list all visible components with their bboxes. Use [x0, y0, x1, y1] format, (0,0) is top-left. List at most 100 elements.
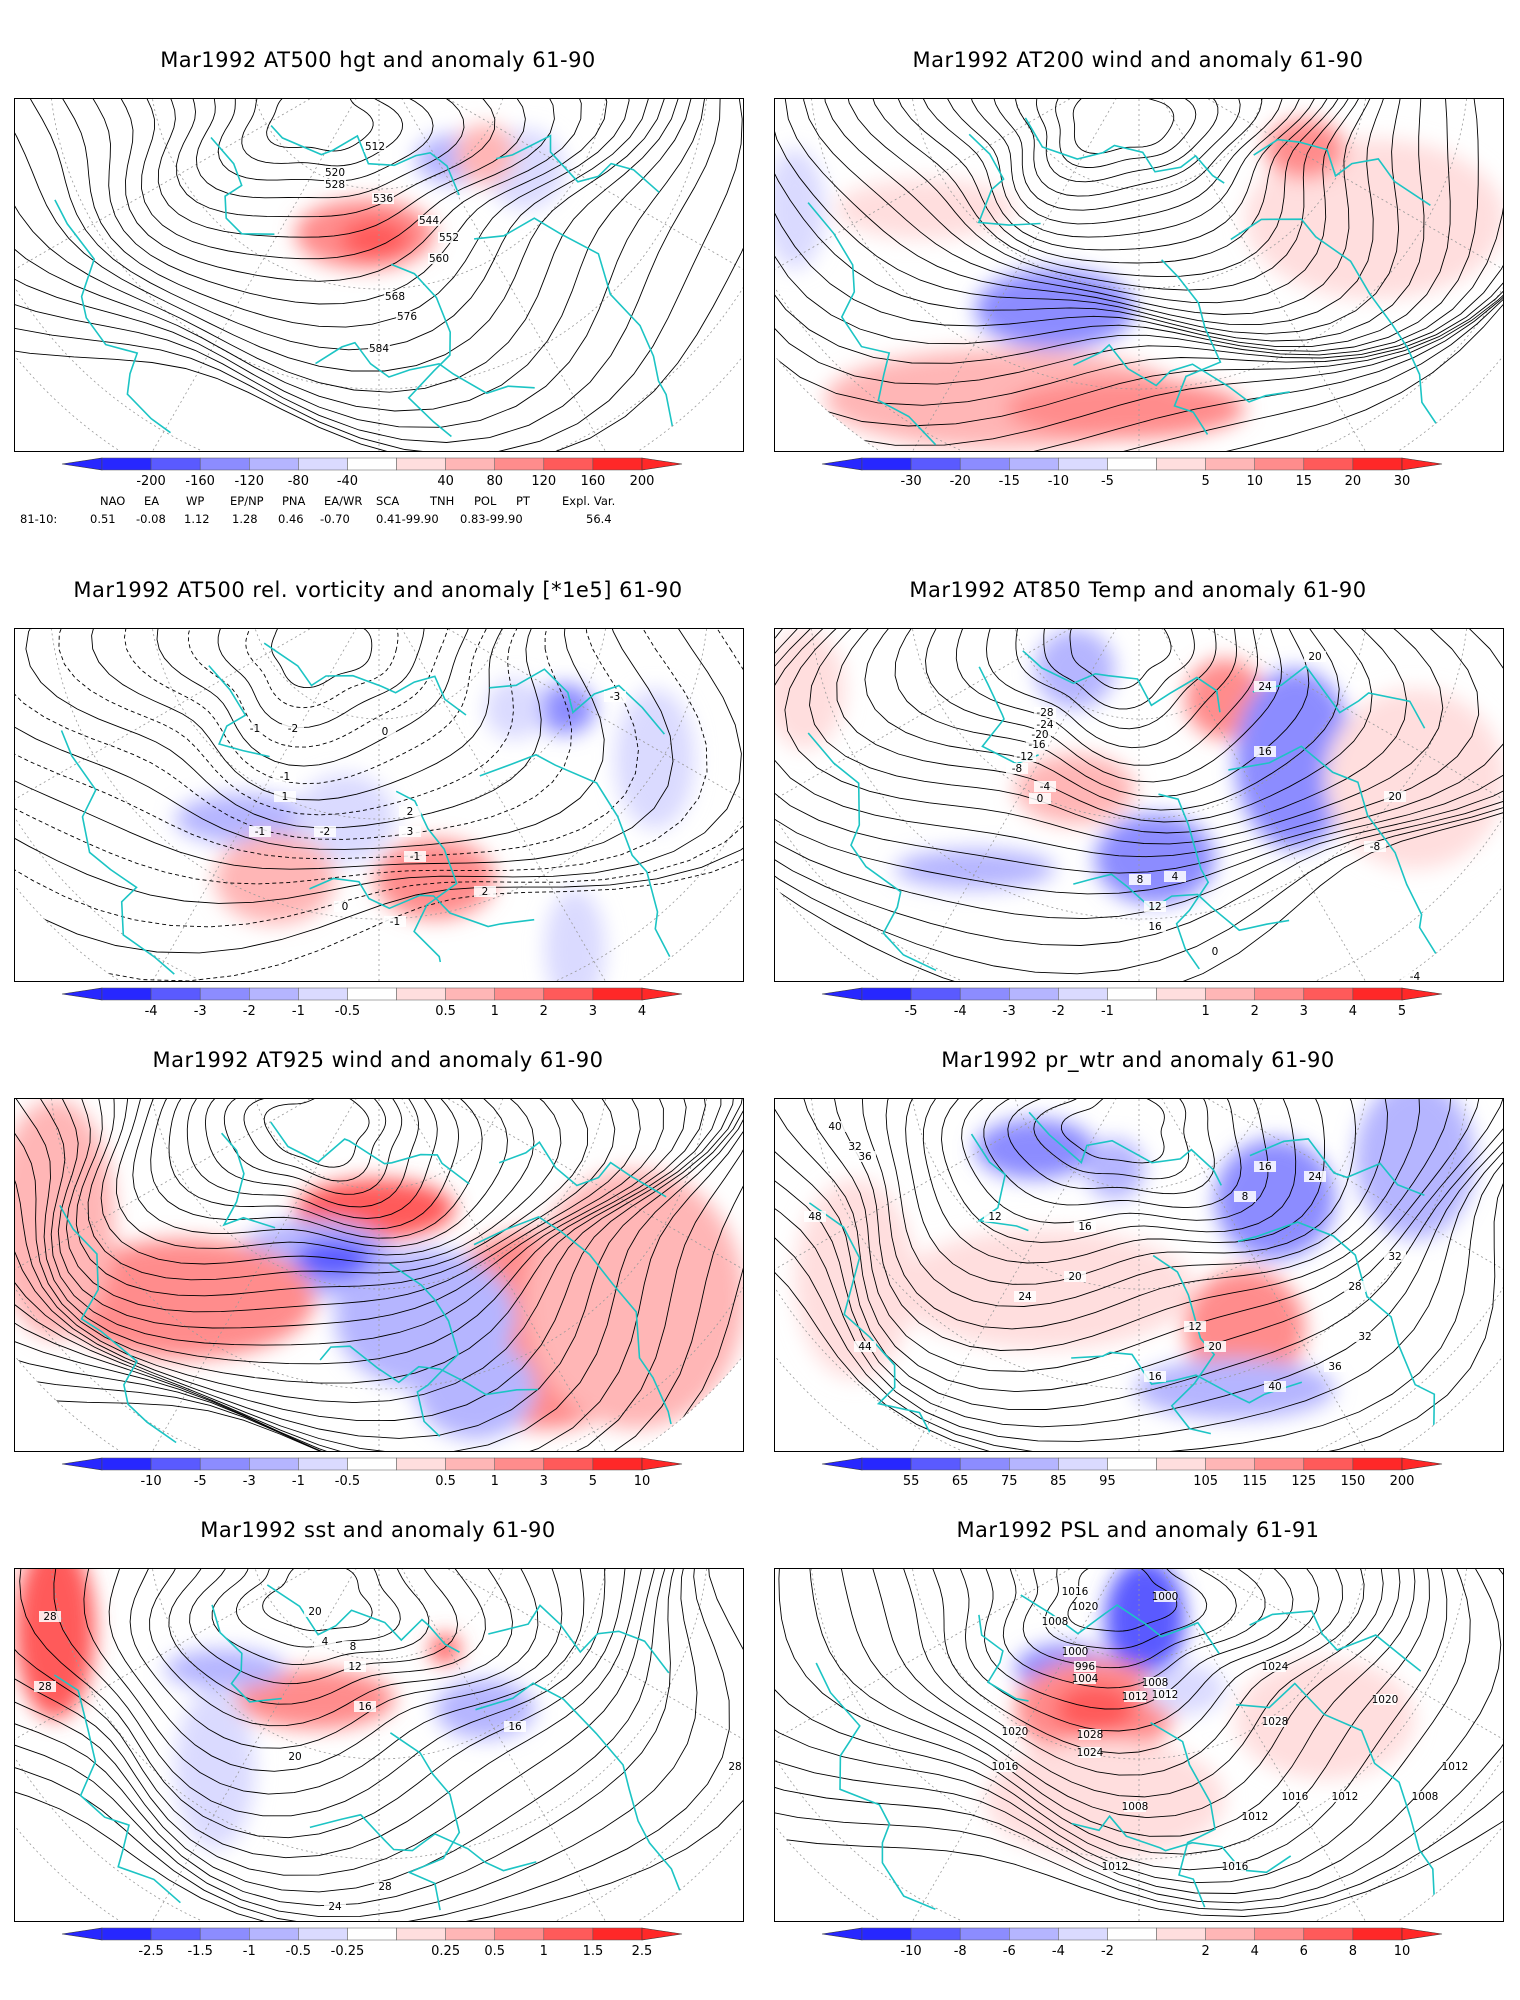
- colorbar: -200 -160 -120 -80 -40 40 80 120 160 200: [61, 457, 683, 490]
- anomaly-region: [825, 349, 1185, 449]
- colorbar-swatch: [1107, 1457, 1157, 1471]
- contour-label: 20: [1308, 651, 1321, 663]
- contour-label: 24: [1018, 1291, 1032, 1303]
- tele-value: -0.70: [320, 512, 350, 526]
- colorbar-tick-label: 2: [540, 1004, 548, 1019]
- anomaly-region: [1105, 1569, 1185, 1679]
- contour-label: 1008: [1122, 1801, 1149, 1813]
- colorbar-tick-label: 120: [531, 474, 556, 489]
- colorbar-swatch: [861, 1927, 912, 1941]
- colorbar-tick-label: -0.25: [331, 1944, 365, 1959]
- colorbar-swatch: [298, 1457, 348, 1471]
- colorbar-swatch: [592, 987, 643, 1001]
- anomaly-region: [975, 269, 1135, 349]
- colorbar-tick-label: -8: [954, 1944, 967, 1959]
- colorbar-swatch: [1058, 457, 1108, 471]
- anomaly-region: [430, 1634, 460, 1664]
- contour-label: 28: [378, 1881, 391, 1893]
- colorbar-swatch: [959, 457, 1010, 471]
- colorbar-swatch: [1058, 987, 1108, 1001]
- colorbar-tick-label: 10: [1246, 474, 1263, 489]
- contour-label: 1008: [1142, 1677, 1169, 1689]
- colorbar-tick-label: 200: [1390, 1474, 1415, 1489]
- contour-label: 16: [1148, 921, 1162, 933]
- anomaly-region: [215, 834, 335, 924]
- contour-label: -1: [255, 826, 265, 838]
- colorbar-tick-label: -5: [1101, 474, 1114, 489]
- contour-label: 40: [828, 1121, 841, 1133]
- colorbar-swatch: [396, 1927, 446, 1941]
- colorbar-tick-label: -5: [194, 1474, 207, 1489]
- triangle-left-icon: [61, 987, 103, 1001]
- colorbar-swatch: [1303, 457, 1354, 471]
- colorbar-swatch: [959, 1457, 1010, 1471]
- anomaly-region: [375, 839, 495, 919]
- colorbar-swatch: [1156, 457, 1206, 471]
- colorbar-swatch: [298, 987, 348, 1001]
- anomaly-region: [1015, 1644, 1115, 1694]
- colorbar-tick-label: 80: [486, 474, 503, 489]
- triangle-right-icon: [641, 987, 683, 1001]
- anomaly-region: [15, 1569, 95, 1719]
- tele-value: 1.12: [184, 512, 210, 526]
- colorbar-tick-label: 95: [1099, 1474, 1116, 1489]
- contour-label: 20: [288, 1751, 301, 1763]
- anomaly-region: [295, 1179, 455, 1239]
- anomaly-region: [55, 1239, 315, 1359]
- colorbar-tick-label: 3: [1300, 1004, 1308, 1019]
- contour-label: 32: [1388, 1251, 1401, 1263]
- contour-label: 2: [482, 886, 489, 898]
- map-panel-1: Mar1992 AT500 hgt and anomaly 61-90 512 52…: [14, 0, 744, 2000]
- colorbar-swatch: [1107, 1927, 1157, 1941]
- colorbar-tick-label: -3: [1003, 1004, 1016, 1019]
- contour-label: 1012: [1152, 1689, 1179, 1701]
- map-plot: [774, 98, 1504, 452]
- colorbar-swatch: [199, 1457, 250, 1471]
- colorbar-tick-label: -80: [288, 474, 309, 489]
- panel-title: Mar1992 sst and anomaly 61-90: [200, 1518, 556, 1542]
- contour-label: -2: [320, 826, 330, 838]
- tele-header: POL: [474, 494, 497, 508]
- contour-label: 1008: [1412, 1791, 1439, 1803]
- contour-label: -1: [280, 771, 290, 783]
- anomaly-region: [1235, 1659, 1415, 1779]
- contour-label: 3: [407, 826, 414, 838]
- colorbar-tick-label: 0.25: [431, 1944, 460, 1959]
- panel-title: Mar1992 AT200 wind and anomaly 61-90: [912, 48, 1364, 72]
- contour-label: 16: [1078, 1221, 1092, 1233]
- colorbar-swatch: [1107, 457, 1157, 471]
- tele-header: PNA: [282, 494, 306, 508]
- anomaly-region: [1055, 1684, 1135, 1734]
- anomaly-region: [1325, 689, 1503, 869]
- map-plot: 1016 1020 1008 1000 996 1004 1012 1000 1008 1012 1…: [774, 1568, 1504, 1922]
- contour-label: 0: [1212, 946, 1219, 958]
- contour-label: 28: [43, 1611, 56, 1623]
- anomaly-region: [485, 679, 545, 739]
- contour-label: 20: [1388, 791, 1401, 803]
- anomaly-region: [545, 889, 605, 981]
- colorbar-tick-label: -5: [905, 1004, 918, 1019]
- colorbar-tick-label: -2.5: [138, 1944, 163, 1959]
- contour-label: 16: [508, 1721, 522, 1733]
- anomaly-region: [340, 219, 410, 259]
- contour-label: 1020: [1002, 1726, 1029, 1738]
- colorbar-swatch: [543, 457, 594, 471]
- anomaly-region: [895, 1229, 1195, 1349]
- anomaly-region: [15, 1099, 115, 1339]
- colorbar-tick-label: 200: [630, 474, 655, 489]
- anomaly-region: [425, 1229, 665, 1429]
- map-plot: [14, 1098, 744, 1452]
- triangle-left-icon: [61, 1927, 103, 1941]
- anomaly-region: [1015, 1659, 1175, 1759]
- colorbar-swatch: [959, 987, 1010, 1001]
- colorbar-tick-label: 2.5: [632, 1944, 653, 1959]
- contour-label: 4: [1172, 871, 1179, 883]
- colorbar-swatch: [1205, 987, 1255, 1001]
- colorbar-swatch: [1352, 1927, 1403, 1941]
- contour-label: -1: [410, 851, 420, 863]
- colorbar-swatch: [494, 457, 545, 471]
- colorbar-swatch: [249, 1457, 299, 1471]
- colorbar: -2.5 -1.5 -1 -0.5 -0.25 0.25 0.5 1 1.5 2.5: [61, 1927, 683, 1960]
- colorbar-swatch: [494, 1927, 545, 1941]
- colorbar-swatch: [1254, 1457, 1305, 1471]
